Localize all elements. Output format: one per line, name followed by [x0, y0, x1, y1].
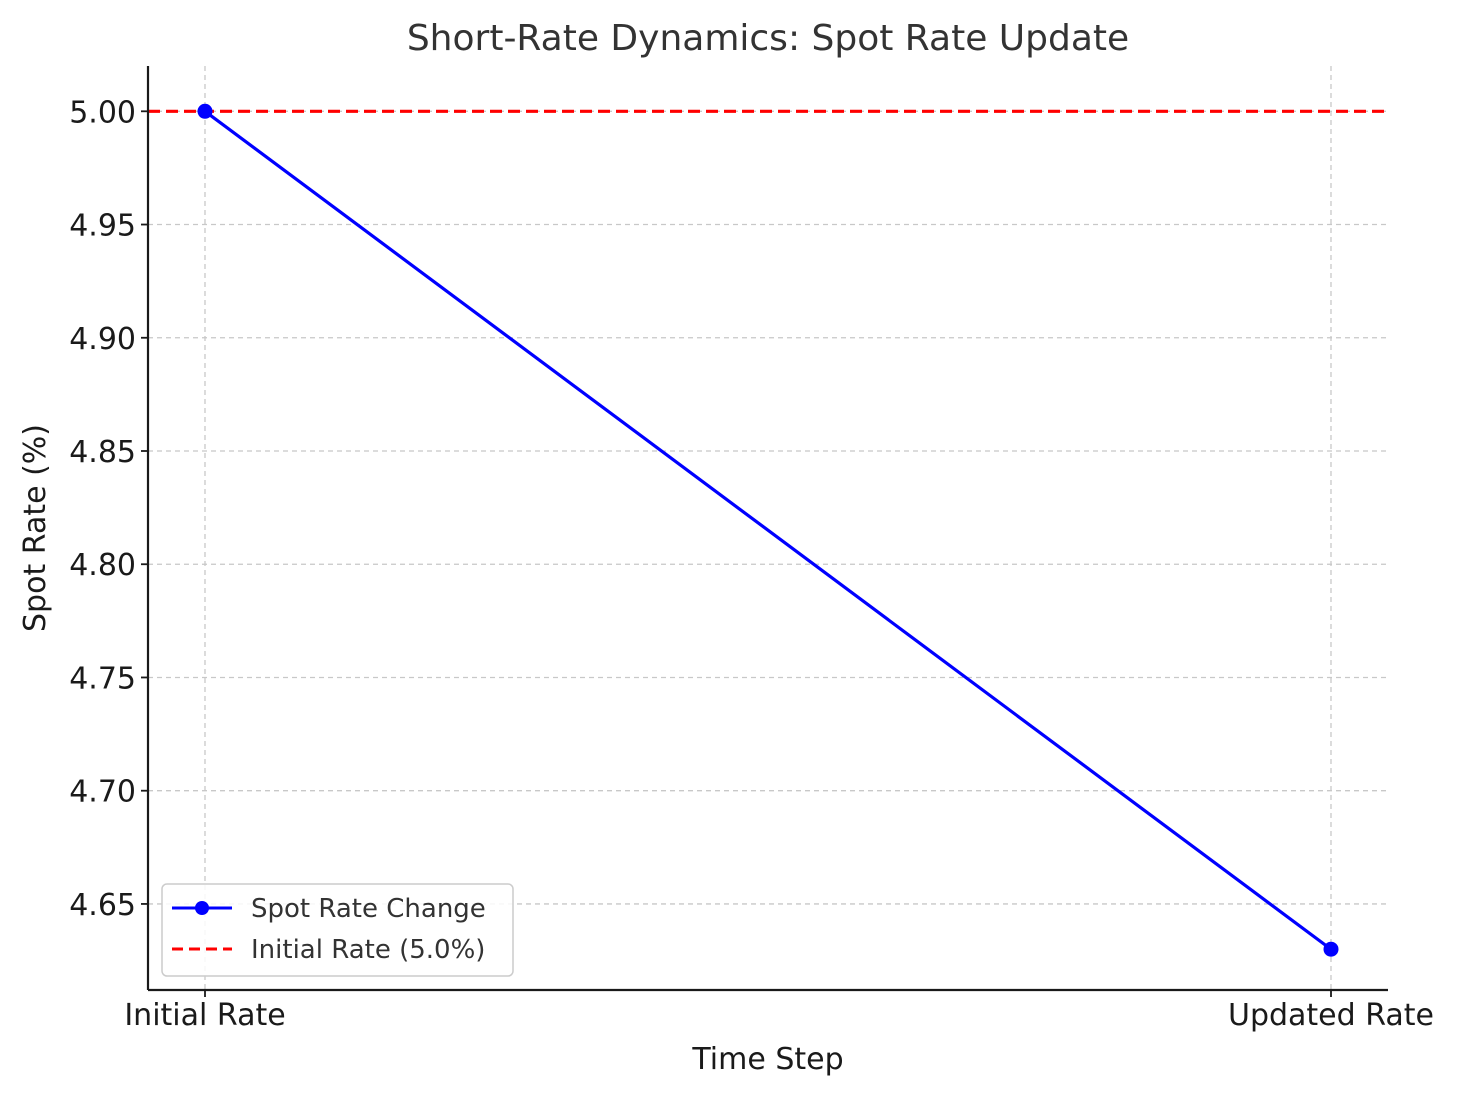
y-tick-label-4.70: 4.70 — [69, 775, 136, 810]
x-tick-label-updated-rate: Updated Rate — [1228, 998, 1434, 1033]
data-series — [197, 103, 1339, 957]
data-point-initial-rate — [197, 103, 213, 119]
y-axis-ticks: 4.65 4.70 4.75 4.80 4.85 4.90 4.95 5.00 — [69, 95, 148, 923]
x-axis-title: Time Step — [691, 1042, 843, 1077]
y-tick-label-4.80: 4.80 — [69, 548, 136, 583]
y-tick-label-4.95: 4.95 — [69, 209, 136, 244]
chart-title: Short-Rate Dynamics: Spot Rate Update — [407, 18, 1129, 59]
y-tick-label-4.90: 4.90 — [69, 322, 136, 357]
y-axis-title: Spot Rate (%) — [18, 424, 53, 632]
legend: Spot Rate Change Initial Rate (5.0%) — [161, 883, 514, 977]
legend-series-marker — [195, 901, 209, 915]
x-tick-label-initial-rate: Initial Rate — [124, 998, 285, 1033]
legend-label-initial-rate: Initial Rate (5.0%) — [251, 935, 485, 965]
legend-box — [161, 883, 514, 977]
y-tick-label-4.85: 4.85 — [69, 435, 136, 470]
series-line-spot-rate-change — [204, 110, 1332, 951]
y-tick-label-5.00: 5.00 — [69, 95, 136, 130]
y-tick-label-4.75: 4.75 — [69, 661, 136, 696]
grid — [148, 66, 1388, 990]
y-tick-label-4.65: 4.65 — [69, 888, 136, 923]
x-axis-ticks: Initial Rate Updated Rate — [124, 990, 1434, 1033]
legend-label-spot-rate-change: Spot Rate Change — [251, 894, 486, 924]
data-point-updated-rate — [1323, 941, 1339, 957]
